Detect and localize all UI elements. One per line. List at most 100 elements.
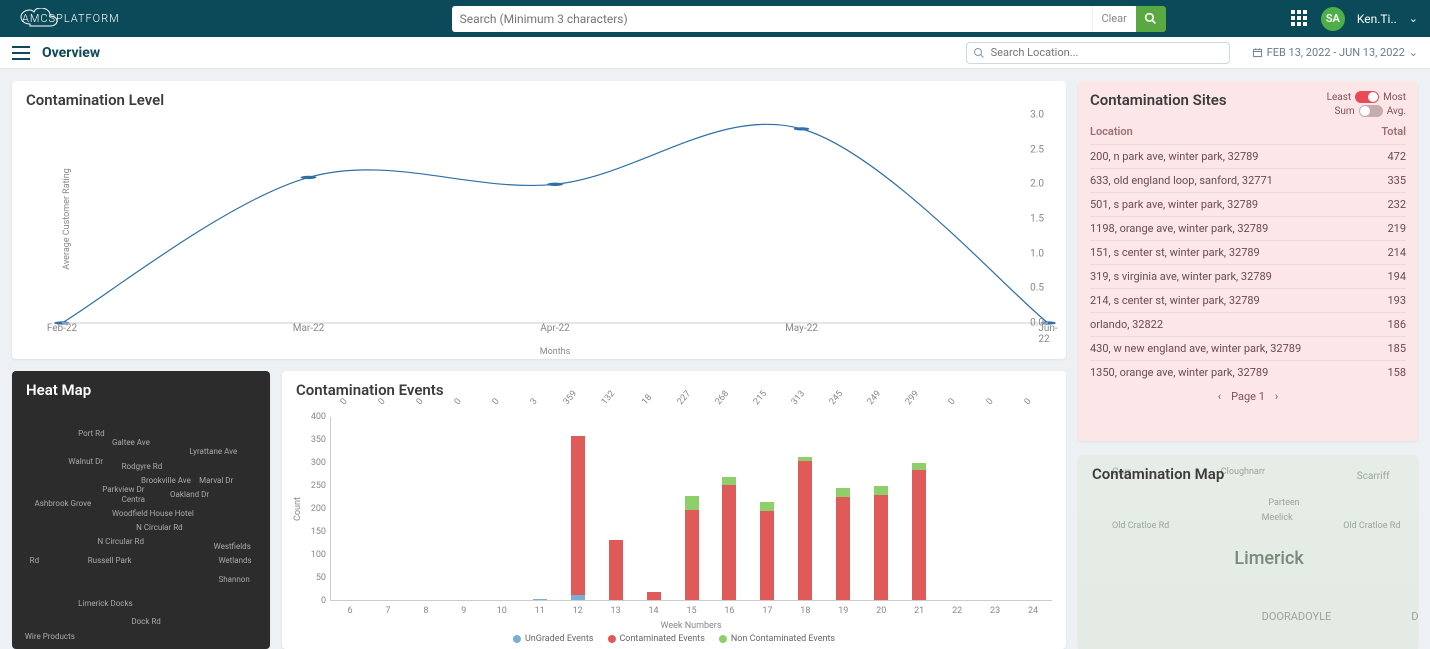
heat-map-street-label: Dock Rd [131, 617, 160, 626]
heat-map-card: Heat Map Port RdGaltee AveWalnut DrRodgy… [12, 371, 270, 649]
least-most-toggle[interactable] [1355, 91, 1379, 103]
top-header: AMCSPLATFORM Clear SA Ken.Ti.. ⌄ [0, 0, 1430, 37]
sum-avg-toggle[interactable] [1359, 105, 1383, 117]
contamination-map-canvas[interactable]: CorrCloughnarrParteenScarriffMeelickOld … [1078, 455, 1418, 649]
sites-row[interactable]: 430, w new england ave, winter park, 327… [1090, 336, 1406, 360]
events-x-tick: 22 [952, 606, 962, 616]
events-bar-segment [836, 488, 850, 497]
contamination-sites-title: Contamination Sites [1090, 91, 1227, 109]
sites-row-total: 214 [1387, 246, 1406, 259]
heat-map-street-label: Lyrattane Ave [189, 447, 237, 456]
contamination-level-title: Contamination Level [12, 81, 1066, 109]
toggle-sum-label: Sum [1334, 106, 1354, 117]
sites-row-location: 200, n park ave, winter park, 32789 [1090, 150, 1259, 163]
contamination-map-card: CorrCloughnarrParteenScarriffMeelickOld … [1078, 455, 1418, 649]
events-y-tick: 350 [300, 435, 326, 445]
sites-row-total: 194 [1387, 270, 1406, 283]
sites-col-location: Location [1090, 125, 1133, 138]
search-clear-button[interactable]: Clear [1092, 6, 1136, 32]
sites-row[interactable]: 319, s virginia ave, winter park, 327891… [1090, 264, 1406, 288]
sites-row-total: 232 [1387, 198, 1406, 211]
search-icon [973, 47, 985, 59]
heat-map-street-label: Woodfield House Hotel [112, 509, 194, 518]
events-y-tick: 0 [300, 596, 326, 606]
date-range-label: FEB 13, 2022 - JUN 13, 2022 [1267, 46, 1405, 59]
date-range-picker[interactable]: FEB 13, 2022 - JUN 13, 2022 ⌄ [1252, 46, 1418, 59]
contamination-level-card: Contamination Level Average Customer Rat… [12, 81, 1066, 359]
pager-prev-icon[interactable]: ‹ [1218, 390, 1221, 403]
heat-map-canvas[interactable]: Port RdGaltee AveWalnut DrRodgyre RdLyra… [20, 405, 262, 641]
sites-row-total: 335 [1387, 174, 1406, 187]
user-menu-chevron-icon[interactable]: ⌄ [1409, 12, 1418, 25]
logo-text: AMCSPLATFORM [22, 12, 120, 25]
heat-map-street-label: Walnut Dr [68, 457, 103, 466]
level-x-tick: May-22 [785, 323, 818, 334]
events-bar-chart: 6789101112131415161718192021222324 [330, 417, 1052, 601]
events-x-tick: 7 [385, 606, 390, 616]
sites-row[interactable]: 1198, orange ave, winter park, 32789219 [1090, 216, 1406, 240]
map-label: Meelick [1262, 513, 1293, 523]
pager-next-icon[interactable]: › [1275, 390, 1278, 403]
sites-row[interactable]: 151, s center st, winter park, 32789214 [1090, 240, 1406, 264]
sites-row[interactable]: 501, s park ave, winter park, 32789 232 [1090, 192, 1406, 216]
apps-icon[interactable] [1291, 10, 1309, 28]
logo[interactable]: AMCSPLATFORM [12, 8, 120, 30]
map-label: Parteen [1268, 498, 1299, 508]
search-button[interactable] [1136, 6, 1166, 32]
events-y-tick: 100 [300, 550, 326, 560]
sites-row-location: 430, w new england ave, winter park, 327… [1090, 342, 1301, 355]
heat-map-street-label: Limerick Docks [78, 599, 133, 608]
sites-row-total: 186 [1387, 318, 1406, 331]
heat-map-street-label: Russell Park [88, 556, 132, 565]
events-bar-segment [798, 457, 812, 462]
map-label: Old Cratloe Rd [1343, 521, 1400, 531]
level-x-tick: Feb-22 [47, 323, 77, 334]
contamination-map-title: Contamination Map [1078, 455, 1238, 483]
sites-row[interactable]: 200, n park ave, winter park, 32789 472 [1090, 144, 1406, 168]
heat-map-street-label: N Circular Rd [97, 537, 144, 546]
heat-map-street-label: Parkview Dr [102, 485, 144, 494]
map-label: D [1411, 610, 1418, 623]
map-label: Scarriff [1357, 471, 1390, 482]
search-icon [1144, 12, 1157, 25]
events-x-tick: 6 [347, 606, 352, 616]
events-y-tick: 250 [300, 481, 326, 491]
heat-map-street-label: Marval Dr [199, 476, 233, 485]
contamination-sites-card: Contamination Sites Least Most Sum Avg. … [1078, 81, 1418, 441]
toggle-least-label: Least [1327, 92, 1352, 103]
heat-map-street-label: Galtee Ave [112, 438, 150, 447]
location-search-input[interactable] [991, 46, 1223, 59]
sites-row[interactable]: orlando, 32822 186 [1090, 312, 1406, 336]
sites-row[interactable]: 214, s center st, winter park, 32789193 [1090, 288, 1406, 312]
events-bar-segment [647, 592, 661, 600]
avatar[interactable]: SA [1321, 7, 1345, 31]
events-bar-segment [609, 540, 623, 600]
sites-row-location: 501, s park ave, winter park, 32789 [1090, 198, 1258, 211]
sites-row-location: orlando, 32822 [1090, 318, 1163, 331]
sites-row[interactable]: 633, old england loop, sanford, 32771335 [1090, 168, 1406, 192]
sites-row-total: 472 [1387, 150, 1406, 163]
level-y-tick: 1.5 [1030, 214, 1044, 225]
events-y-tick: 150 [300, 527, 326, 537]
events-bar-segment [685, 510, 699, 600]
heat-map-street-label: Rodgyre Rd [122, 462, 163, 471]
sites-row[interactable]: 1350, orange ave, winter park, 32789158 [1090, 360, 1406, 384]
level-y-tick: 2.0 [1030, 179, 1044, 190]
level-y-tick: 0.5 [1030, 283, 1044, 294]
legend-ungraded: UnGraded Events [525, 634, 594, 644]
events-bar-segment [760, 502, 774, 511]
sites-row-total: 185 [1387, 342, 1406, 355]
events-bar-segment [836, 497, 850, 600]
menu-button[interactable] [12, 46, 30, 60]
level-y-tick: 3.0 [1030, 110, 1044, 121]
pager-label: Page 1 [1231, 390, 1265, 403]
search-input[interactable] [452, 6, 1092, 32]
events-x-tick: 24 [1028, 606, 1038, 616]
level-x-label: Months [540, 347, 571, 357]
events-bar-segment [685, 496, 699, 510]
events-x-tick: 15 [686, 606, 696, 616]
location-search[interactable] [966, 42, 1230, 64]
events-bar-segment [533, 599, 547, 600]
events-x-tick: 13 [611, 606, 621, 616]
map-label: Old Cratloe Rd [1112, 521, 1169, 531]
